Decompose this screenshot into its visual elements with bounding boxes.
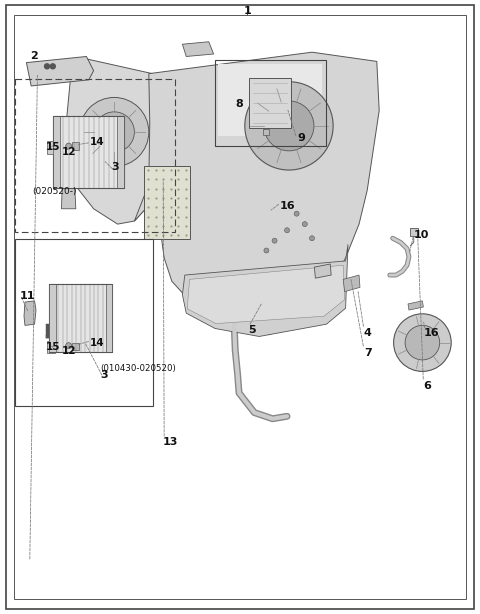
Polygon shape [24, 301, 36, 325]
Polygon shape [263, 129, 269, 135]
Bar [106, 284, 112, 352]
Text: 14: 14 [90, 138, 105, 147]
Circle shape [94, 112, 134, 152]
Bar [53, 116, 60, 188]
Circle shape [294, 211, 299, 216]
Circle shape [80, 98, 149, 166]
Bar [215, 60, 326, 146]
Bar [15, 239, 153, 406]
Polygon shape [61, 181, 76, 209]
Text: 3: 3 [111, 162, 119, 172]
Circle shape [264, 101, 314, 151]
Bar [15, 79, 175, 232]
Bar [49, 284, 56, 352]
Polygon shape [187, 265, 345, 324]
Circle shape [50, 64, 55, 69]
Circle shape [45, 64, 49, 69]
Text: (020520-): (020520-) [33, 187, 77, 196]
Text: 12: 12 [61, 346, 76, 356]
Text: 15: 15 [46, 342, 60, 352]
Bar [49, 284, 112, 352]
Bar [144, 166, 190, 239]
Circle shape [245, 82, 333, 170]
Text: 13: 13 [162, 437, 178, 447]
Text: (010430-020520): (010430-020520) [100, 364, 176, 373]
Circle shape [264, 248, 269, 253]
Polygon shape [182, 42, 214, 56]
Polygon shape [66, 58, 161, 224]
Text: 7: 7 [364, 348, 372, 358]
Bar [53, 116, 124, 188]
Bar [249, 78, 291, 128]
Polygon shape [72, 343, 79, 350]
Polygon shape [47, 341, 55, 353]
Polygon shape [343, 275, 360, 292]
Polygon shape [47, 141, 55, 154]
Polygon shape [72, 142, 79, 150]
Text: 16: 16 [279, 201, 295, 211]
Text: 6: 6 [423, 381, 431, 391]
Text: 14: 14 [90, 338, 105, 348]
Text: 15: 15 [46, 142, 60, 152]
Text: 16: 16 [423, 328, 439, 338]
Circle shape [66, 343, 72, 349]
Circle shape [302, 222, 307, 227]
Polygon shape [218, 64, 322, 136]
Polygon shape [26, 56, 94, 86]
Circle shape [405, 325, 440, 360]
Circle shape [394, 314, 451, 371]
Polygon shape [314, 264, 331, 278]
Text: 4: 4 [364, 328, 372, 338]
Text: 1: 1 [243, 6, 251, 16]
Text: 5: 5 [249, 325, 256, 335]
Text: 8: 8 [235, 99, 243, 109]
Polygon shape [182, 244, 348, 336]
Text: 9: 9 [298, 133, 305, 143]
Text: 12: 12 [61, 147, 76, 157]
Bar [117, 116, 124, 188]
Text: 10: 10 [414, 230, 429, 239]
Polygon shape [134, 52, 379, 335]
Text: 3: 3 [100, 370, 108, 379]
Circle shape [310, 236, 314, 241]
Polygon shape [408, 301, 423, 310]
Text: 2: 2 [30, 52, 37, 61]
Circle shape [66, 143, 72, 149]
Text: 11: 11 [19, 291, 35, 301]
Polygon shape [410, 228, 418, 236]
Circle shape [272, 238, 277, 243]
Circle shape [285, 228, 289, 233]
